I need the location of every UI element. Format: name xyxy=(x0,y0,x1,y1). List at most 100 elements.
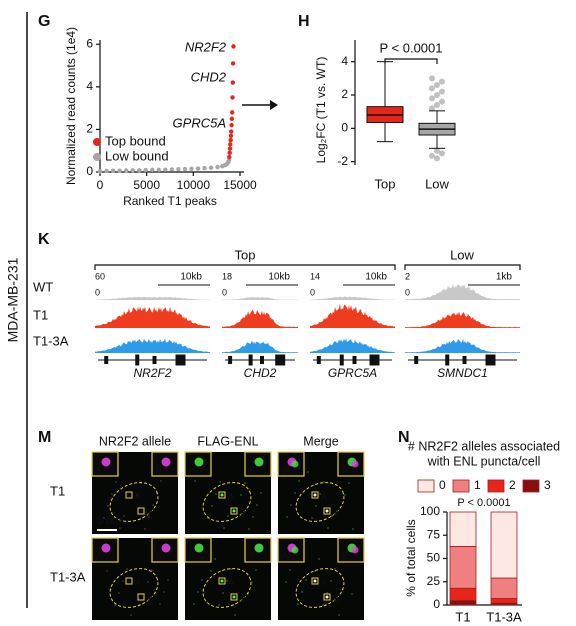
bracket xyxy=(384,58,438,64)
gene-label: GPRC5A xyxy=(328,366,377,380)
legend-label: 0 xyxy=(439,478,446,492)
inset-label: B xyxy=(249,464,255,474)
chart-title: # NR2F2 alleles associated xyxy=(408,439,560,453)
data-point xyxy=(143,167,148,173)
x-tick-label: Top xyxy=(375,176,396,191)
data-point xyxy=(228,133,234,139)
speckle xyxy=(107,505,109,507)
data-point xyxy=(195,166,201,171)
y-tick-label: 2 xyxy=(341,87,348,101)
speckle xyxy=(344,494,346,496)
p-value: P < 0.0001 xyxy=(379,40,442,55)
x-tick-label: 10000 xyxy=(177,178,211,192)
roi-box xyxy=(125,577,133,585)
roi-box xyxy=(218,577,226,585)
chart-title: with ENL puncta/cell xyxy=(427,454,541,468)
puncta xyxy=(325,509,329,513)
speckle xyxy=(167,579,169,581)
inset-label: A xyxy=(96,550,102,560)
data-point xyxy=(215,164,220,170)
panel-letter: H xyxy=(298,13,310,30)
outlier xyxy=(434,102,440,108)
legend-label: 2 xyxy=(509,478,516,492)
x-tick-label: T1-3A xyxy=(486,609,522,624)
inset-spot xyxy=(291,460,299,468)
track-max: 18 xyxy=(222,271,232,281)
y-tick-label: 0 xyxy=(433,597,440,611)
speckle xyxy=(111,493,113,495)
inset-spot xyxy=(101,457,111,467)
speckle xyxy=(226,580,228,582)
track-row-label: T1-3A xyxy=(33,333,69,348)
data-point xyxy=(150,167,155,173)
inset-label: B xyxy=(249,550,255,560)
speckle xyxy=(319,493,321,495)
speckle xyxy=(122,580,124,582)
bar-segment xyxy=(449,511,477,547)
signal-track xyxy=(405,283,520,300)
puncta xyxy=(313,493,317,497)
roi-box xyxy=(311,491,319,499)
speckle xyxy=(256,504,258,506)
legend-swatch xyxy=(522,479,540,493)
peak-annotation: GPRC5A xyxy=(173,115,226,130)
legend-swatch xyxy=(452,479,470,493)
speckle xyxy=(331,515,333,517)
inset-label: A xyxy=(282,464,288,474)
column-label: NR2F2 allele xyxy=(99,434,171,448)
track-row-label: T1 xyxy=(33,307,48,322)
speckle xyxy=(218,604,220,606)
y-tick-label: 25 xyxy=(427,574,441,588)
speckle xyxy=(163,591,165,593)
panel-letter: G xyxy=(38,13,50,30)
data-point xyxy=(169,167,175,172)
group-bracket xyxy=(404,264,521,270)
roi-box xyxy=(323,593,331,601)
nucleus-outline xyxy=(109,482,159,522)
speckle xyxy=(285,581,287,583)
data-point xyxy=(182,166,188,172)
nucleus-outline xyxy=(202,568,252,608)
data-point xyxy=(137,168,142,173)
speckle xyxy=(301,591,303,593)
data-point xyxy=(227,146,233,151)
roi-label: B xyxy=(147,507,153,517)
speckle xyxy=(197,591,199,593)
signal-track xyxy=(405,338,520,353)
exon xyxy=(414,356,419,364)
speckle xyxy=(227,515,229,517)
roi-label: A xyxy=(135,577,141,587)
data-point xyxy=(229,116,235,121)
speckle xyxy=(322,604,324,606)
peak-annotation: CHD2 xyxy=(191,69,227,84)
legend-label: 1 xyxy=(474,478,481,492)
inset-label: B xyxy=(156,464,162,474)
scale-bar-label: 5 um xyxy=(97,515,121,527)
speckle xyxy=(201,579,203,581)
y-tick-label: 100 xyxy=(420,504,440,518)
signal-track xyxy=(310,296,395,300)
speckle xyxy=(290,504,292,506)
x-tick-label: Low xyxy=(425,176,449,191)
roi-label: B xyxy=(147,593,153,603)
inset-label: A xyxy=(189,550,195,560)
outlier xyxy=(434,155,440,162)
data-point xyxy=(163,167,168,172)
exon xyxy=(135,354,140,366)
panel-letter: N xyxy=(398,429,410,446)
inset-spot xyxy=(254,543,264,553)
y-tick-label: 0 xyxy=(86,164,93,178)
speckle xyxy=(314,570,316,572)
speckle xyxy=(147,581,149,583)
outlier xyxy=(434,147,440,154)
legend-label: 3 xyxy=(544,478,551,492)
gene-label: CHD2 xyxy=(244,366,277,380)
row-label: T1-3A xyxy=(50,569,86,584)
exon xyxy=(462,356,467,364)
legend-swatch xyxy=(487,479,505,493)
speckle xyxy=(118,592,120,594)
inset-label: B xyxy=(342,550,348,560)
legend-marker xyxy=(93,153,101,161)
speckle xyxy=(260,492,262,494)
data-point xyxy=(231,44,236,49)
